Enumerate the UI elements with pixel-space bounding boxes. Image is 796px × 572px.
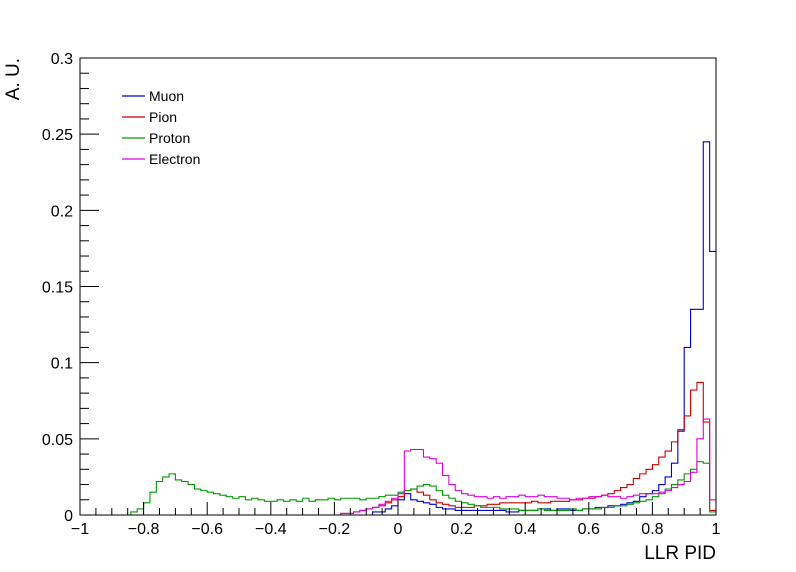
y-tick-label: 0.1 bbox=[51, 356, 73, 373]
x-tick-label: −1 bbox=[71, 521, 89, 538]
y-tick-label: 0.2 bbox=[51, 203, 73, 220]
legend-item-pion: Pion bbox=[122, 109, 177, 125]
x-tick-label: 0.8 bbox=[641, 521, 663, 538]
x-tick-label: 0.2 bbox=[450, 521, 472, 538]
x-tick-label: 0 bbox=[394, 521, 403, 538]
x-tick-label: −0.8 bbox=[128, 521, 160, 538]
x-tick-label: −0.2 bbox=[319, 521, 351, 538]
y-tick-label: 0.05 bbox=[42, 432, 73, 449]
legend-item-muon: Muon bbox=[122, 88, 184, 104]
x-tick-label: 1 bbox=[712, 521, 721, 538]
x-tick-label: −0.4 bbox=[255, 521, 287, 538]
x-tick-label: 0.4 bbox=[514, 521, 536, 538]
legend-label: Proton bbox=[149, 130, 190, 146]
y-tick-label: 0.15 bbox=[42, 280, 73, 297]
legend-item-electron: Electron bbox=[122, 151, 200, 167]
x-axis: −1 −0.8 −0.6 −0.4 −0.2 0 0.2 0.4 0.6 0.8 1 bbox=[71, 502, 721, 538]
legend-label: Electron bbox=[149, 151, 200, 167]
y-axis: 0 0.05 0.1 0.15 0.2 0.25 0.3 bbox=[42, 51, 99, 525]
x-axis-title: LLR PID bbox=[644, 543, 716, 564]
y-tick-label: 0.25 bbox=[42, 127, 73, 144]
legend-item-proton: Proton bbox=[122, 130, 190, 146]
legend-label: Muon bbox=[149, 88, 184, 104]
y-axis-title: A. U. bbox=[3, 58, 24, 100]
x-tick-label: 0.6 bbox=[578, 521, 600, 538]
legend: Muon Pion Proton Electron bbox=[122, 88, 200, 167]
y-tick-label: 0.3 bbox=[51, 51, 73, 68]
legend-label: Pion bbox=[149, 109, 177, 125]
y-tick-label: 0 bbox=[64, 508, 73, 525]
x-tick-label: −0.6 bbox=[191, 521, 223, 538]
